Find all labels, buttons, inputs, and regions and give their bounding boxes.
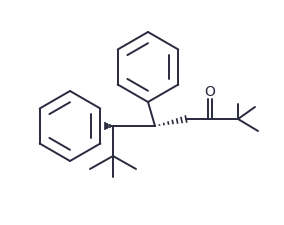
Text: O: O [204, 85, 215, 99]
